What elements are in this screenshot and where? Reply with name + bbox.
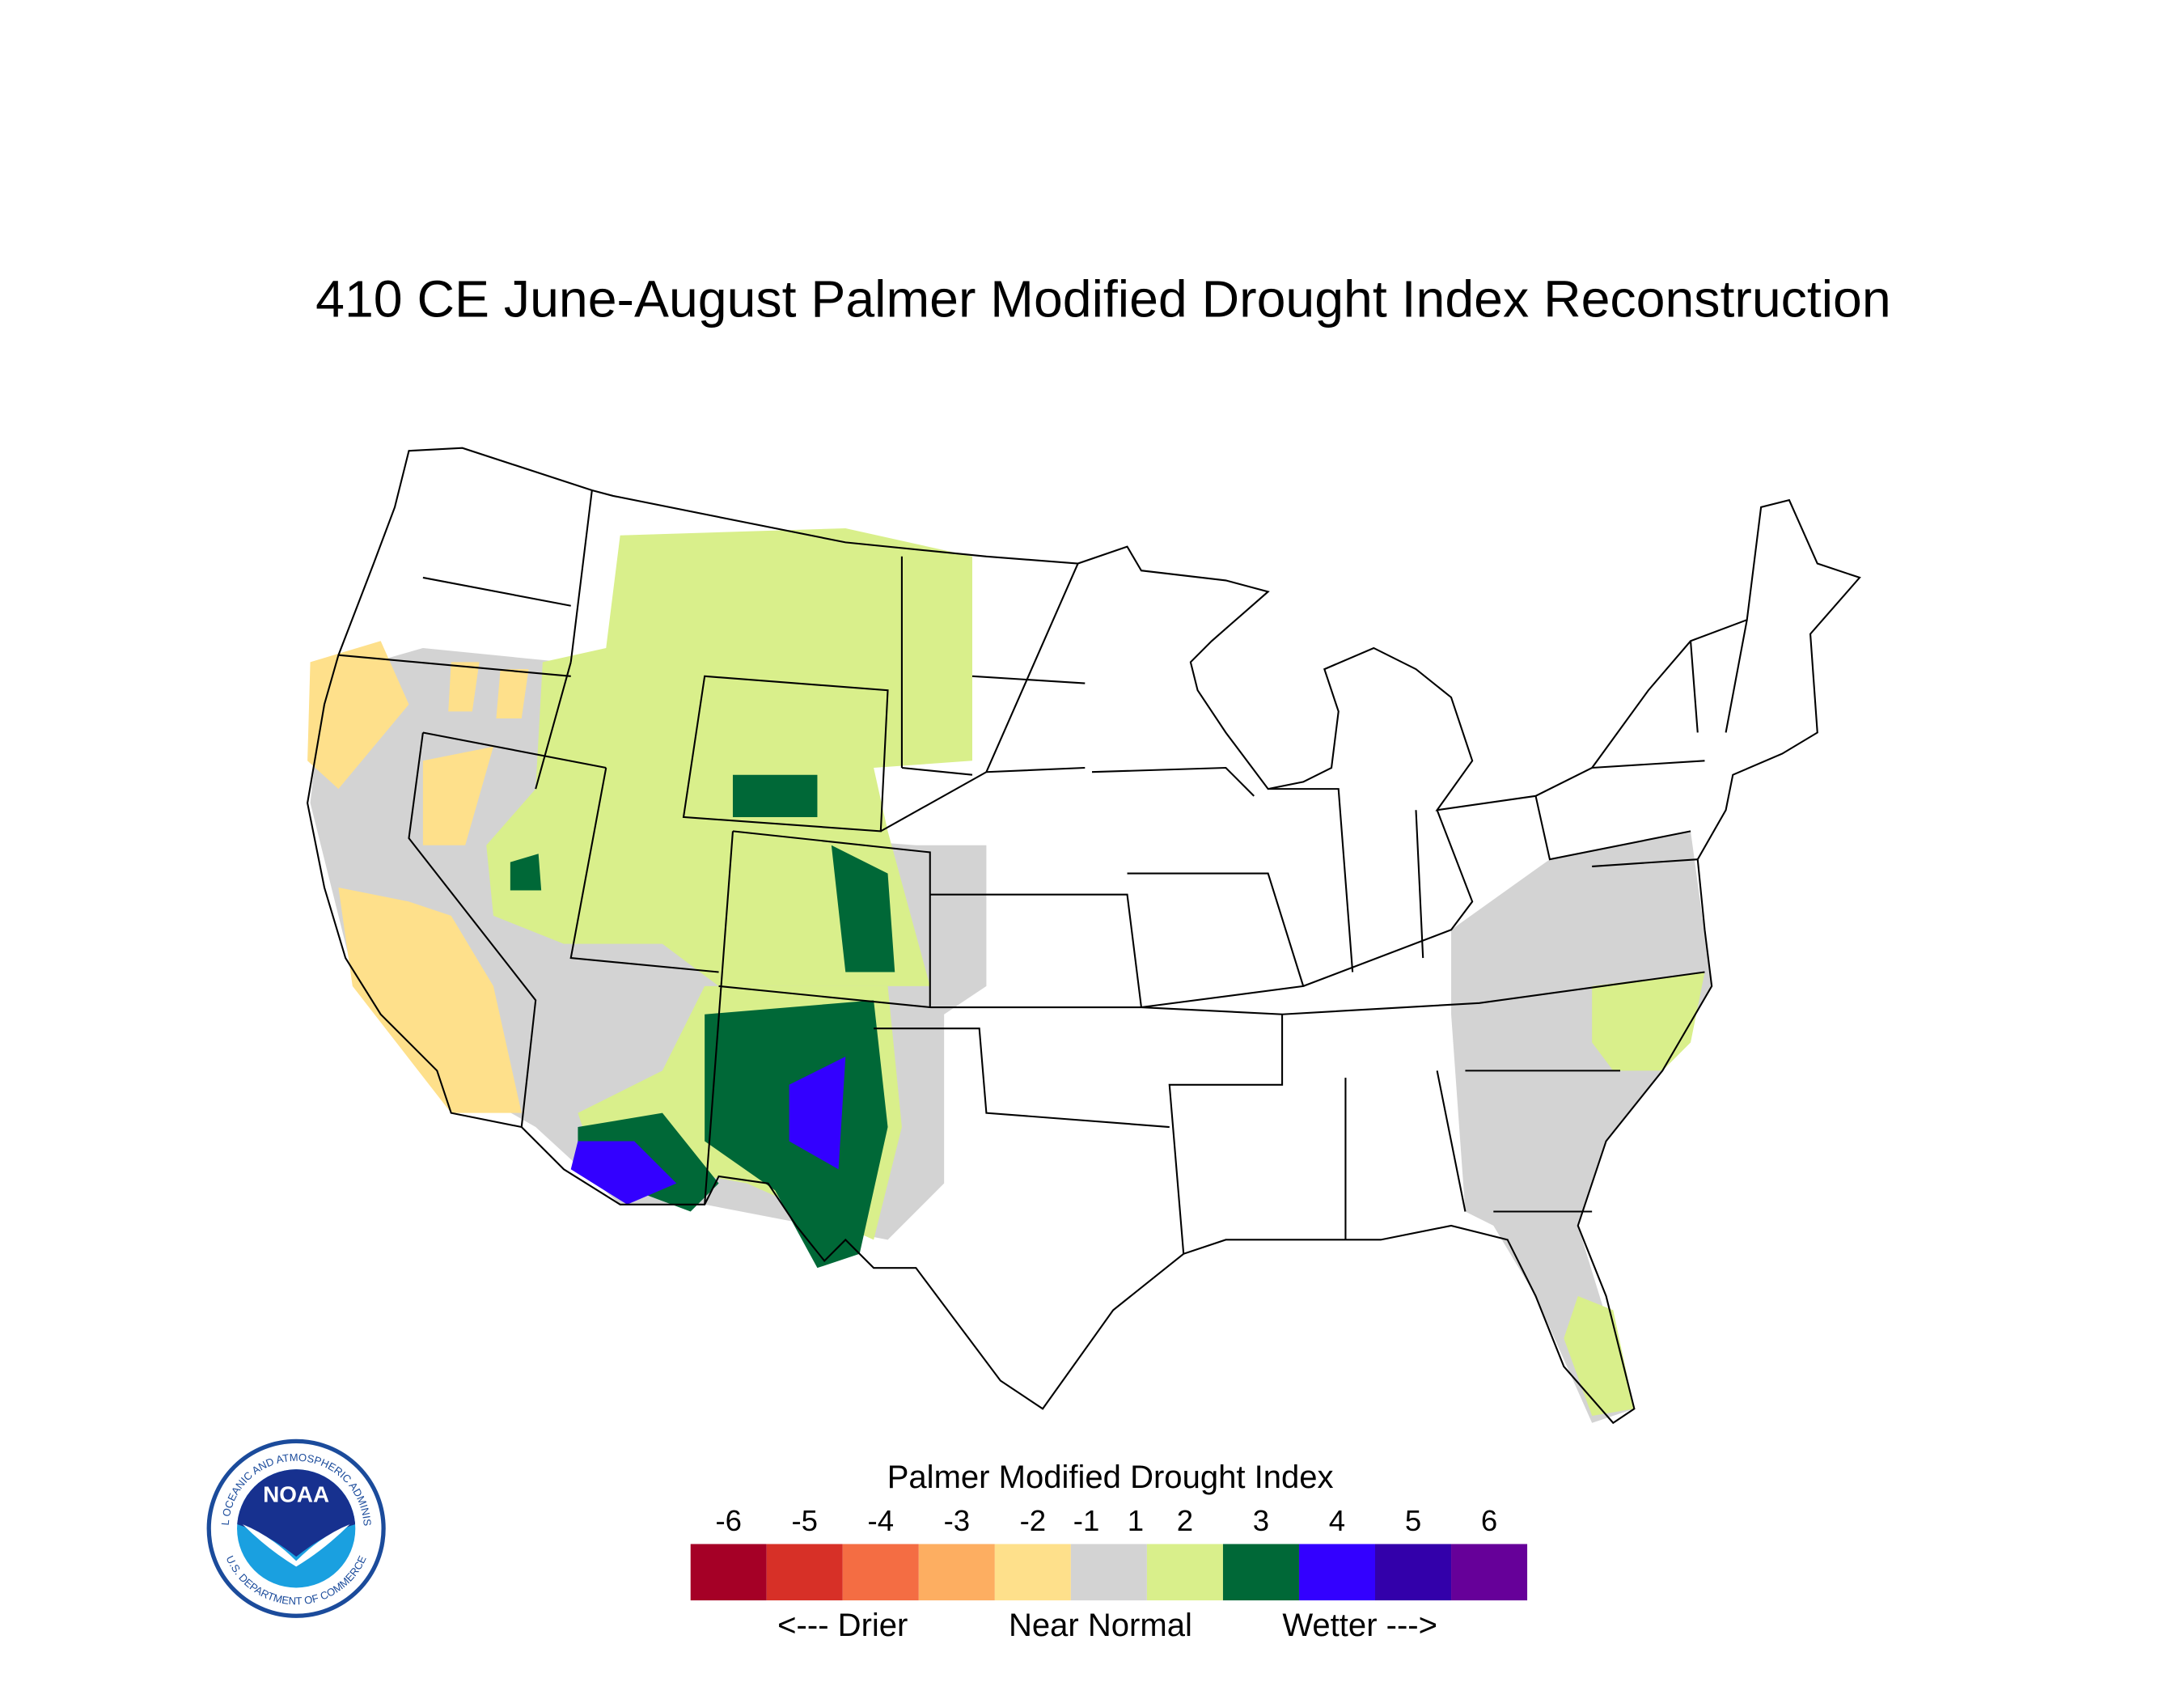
logo-name: NOAA bbox=[263, 1482, 329, 1507]
legend-note: Near Normal bbox=[1009, 1608, 1192, 1643]
legend-tick-label: 3 bbox=[1253, 1504, 1269, 1537]
legend-swatch bbox=[1146, 1544, 1223, 1601]
legend-tick-label: -4 bbox=[868, 1504, 895, 1537]
legend-swatch bbox=[766, 1544, 843, 1601]
legend-tick-label: 4 bbox=[1329, 1504, 1345, 1537]
legend-tick-label: 6 bbox=[1481, 1504, 1497, 1537]
legend-title: Palmer Modified Drought Index bbox=[887, 1460, 1334, 1495]
region-dry bbox=[307, 641, 529, 1113]
legend-tick-label: 5 bbox=[1405, 1504, 1421, 1537]
legend-tick-label: -2 bbox=[1020, 1504, 1047, 1537]
legend-swatch bbox=[842, 1544, 919, 1601]
region-near-normal bbox=[1451, 831, 1712, 1423]
legend-tick-label: 1 bbox=[1128, 1504, 1144, 1537]
legend-note: Wetter ---> bbox=[1282, 1608, 1437, 1643]
legend: Palmer Modified Drought Index -6 -5 -4 -3 -2… bbox=[690, 1460, 1528, 1643]
region-extremely-moist bbox=[570, 1056, 846, 1205]
logo-inner bbox=[237, 1469, 356, 1588]
legend-tick-label: -5 bbox=[792, 1504, 819, 1537]
us-map bbox=[307, 447, 1861, 1425]
map-title: 410 CE June-August Palmer Modified Droug… bbox=[315, 269, 1891, 328]
legend-note: <--- Drier bbox=[777, 1608, 908, 1643]
legend-swatch bbox=[918, 1544, 995, 1601]
legend-tick-label: -1 bbox=[1073, 1504, 1100, 1537]
legend-swatch bbox=[1070, 1544, 1147, 1601]
legend-swatch bbox=[1222, 1544, 1299, 1601]
legend-swatch bbox=[1375, 1544, 1452, 1601]
legend-tick-label: -6 bbox=[715, 1504, 742, 1537]
legend-tick-label: -3 bbox=[944, 1504, 971, 1537]
legend-swatch bbox=[1451, 1544, 1528, 1601]
legend-tick-label: 2 bbox=[1177, 1504, 1193, 1537]
legend-swatch bbox=[994, 1544, 1071, 1601]
us-outline bbox=[307, 447, 1861, 1425]
legend-swatch bbox=[1298, 1544, 1375, 1601]
legend-swatch bbox=[690, 1544, 767, 1601]
region-moist bbox=[1564, 972, 1705, 1416]
state-borders bbox=[338, 489, 1748, 1254]
